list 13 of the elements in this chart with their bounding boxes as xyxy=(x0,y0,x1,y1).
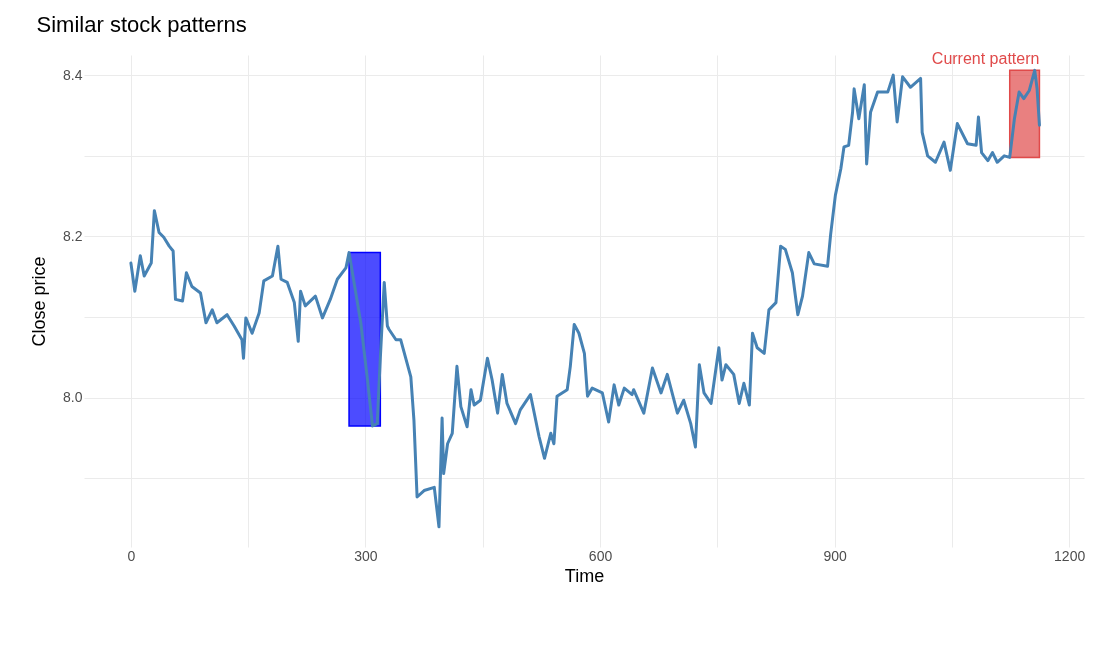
line-series xyxy=(129,68,1041,529)
x-tick-label: 0 xyxy=(127,547,136,564)
y-axis-title: Close price xyxy=(29,256,50,347)
x-tick-label: 600 xyxy=(588,547,613,564)
x-tick-label: 300 xyxy=(354,547,378,564)
y-tick-label: 8.4 xyxy=(63,66,83,83)
chart-title: Similar stock patterns xyxy=(36,12,247,38)
x-tick-label: 900 xyxy=(823,547,847,564)
band-label: Current pattern xyxy=(931,50,1040,68)
y-tick-label: 8.2 xyxy=(63,227,83,244)
x-axis-title: Time xyxy=(564,565,605,586)
x-tick-label: 1200 xyxy=(1054,547,1086,564)
y-tick-label: 8.0 xyxy=(63,389,83,406)
